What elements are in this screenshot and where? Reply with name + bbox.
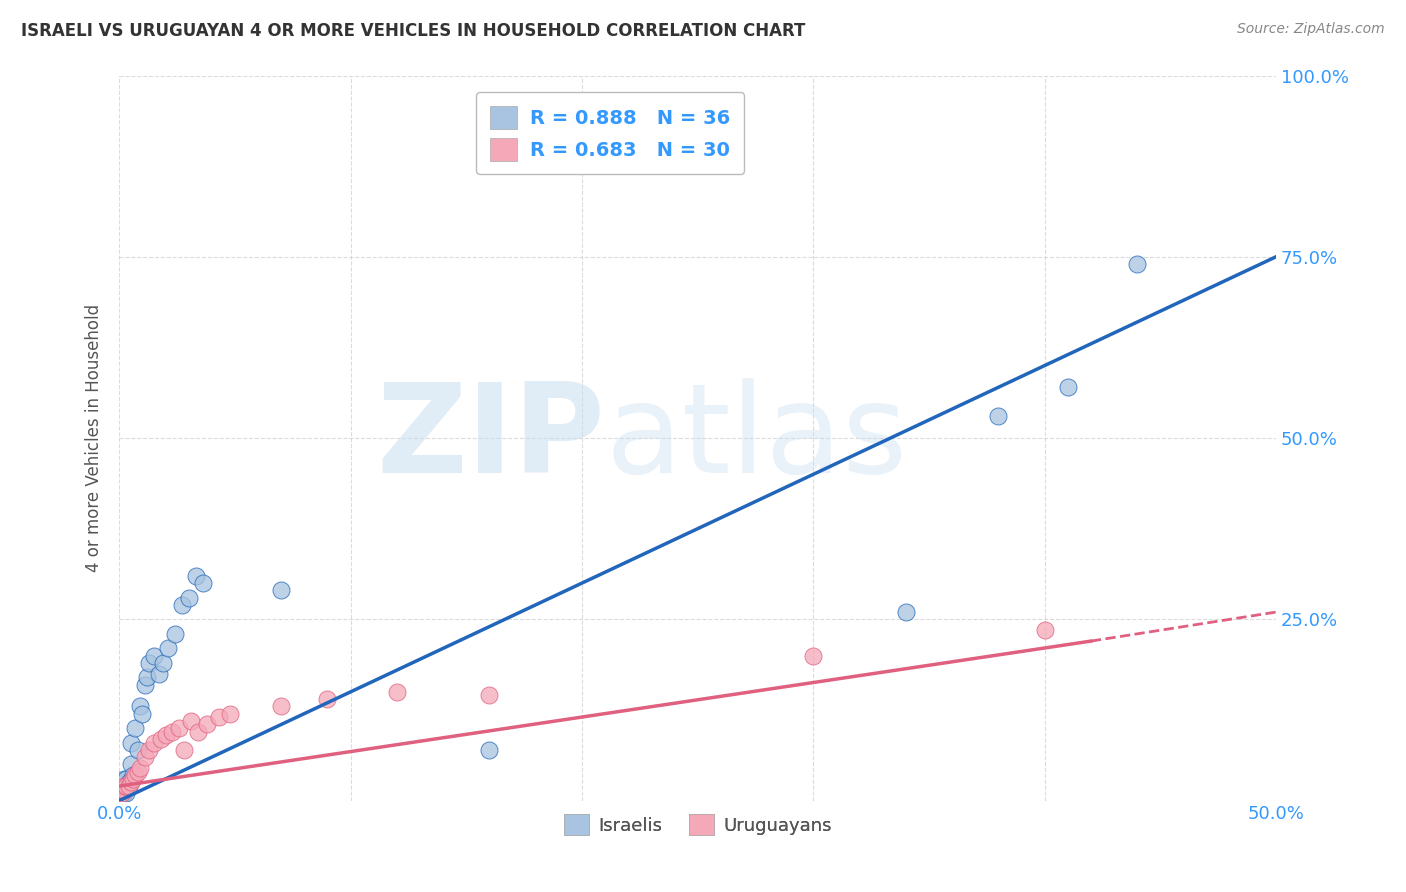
Point — [124, 721, 146, 735]
Text: ZIP: ZIP — [377, 377, 605, 499]
Point — [138, 656, 160, 670]
Text: Source: ZipAtlas.com: Source: ZipAtlas.com — [1237, 22, 1385, 37]
Point — [270, 583, 292, 598]
Point — [894, 605, 917, 619]
Point — [143, 736, 166, 750]
Point — [127, 743, 149, 757]
Point — [184, 569, 207, 583]
Point — [110, 786, 132, 800]
Point — [138, 743, 160, 757]
Point — [120, 775, 142, 789]
Point — [115, 779, 138, 793]
Point — [110, 782, 132, 797]
Point — [156, 641, 179, 656]
Point — [801, 648, 824, 663]
Point — [478, 743, 501, 757]
Point — [149, 731, 172, 746]
Point — [129, 761, 152, 775]
Point — [270, 699, 292, 714]
Point — [120, 736, 142, 750]
Point — [180, 714, 202, 728]
Point — [120, 757, 142, 772]
Point — [170, 598, 193, 612]
Point — [148, 666, 170, 681]
Point — [1033, 624, 1056, 638]
Point — [1126, 257, 1149, 271]
Point — [112, 779, 135, 793]
Point — [187, 724, 209, 739]
Point — [112, 779, 135, 793]
Point — [129, 699, 152, 714]
Point — [478, 689, 501, 703]
Point — [987, 409, 1010, 424]
Point — [136, 670, 159, 684]
Point — [219, 706, 242, 721]
Point — [112, 786, 135, 800]
Point — [124, 768, 146, 782]
Point — [134, 750, 156, 764]
Point — [127, 764, 149, 779]
Point — [195, 717, 218, 731]
Point — [152, 656, 174, 670]
Point — [155, 728, 177, 742]
Point — [115, 772, 138, 786]
Text: ISRAELI VS URUGUAYAN 4 OR MORE VEHICLES IN HOUSEHOLD CORRELATION CHART: ISRAELI VS URUGUAYAN 4 OR MORE VEHICLES … — [21, 22, 806, 40]
Text: atlas: atlas — [605, 377, 907, 499]
Point — [117, 779, 139, 793]
Point — [143, 648, 166, 663]
Point — [115, 779, 138, 793]
Point — [112, 782, 135, 797]
Point — [110, 779, 132, 793]
Point — [115, 786, 138, 800]
Point — [191, 576, 214, 591]
Point — [162, 724, 184, 739]
Point — [122, 772, 145, 786]
Point — [316, 692, 339, 706]
Point — [173, 743, 195, 757]
Point — [122, 768, 145, 782]
Point — [112, 772, 135, 786]
Legend: Israelis, Uruguayans: Israelis, Uruguayans — [557, 807, 839, 842]
Point — [110, 782, 132, 797]
Point — [134, 677, 156, 691]
Point — [385, 685, 408, 699]
Point — [117, 779, 139, 793]
Point — [131, 706, 153, 721]
Point — [177, 591, 200, 605]
Point — [169, 721, 191, 735]
Point — [110, 786, 132, 800]
Point — [163, 627, 186, 641]
Point — [117, 775, 139, 789]
Point — [208, 710, 231, 724]
Y-axis label: 4 or more Vehicles in Household: 4 or more Vehicles in Household — [86, 304, 103, 572]
Point — [1056, 380, 1078, 394]
